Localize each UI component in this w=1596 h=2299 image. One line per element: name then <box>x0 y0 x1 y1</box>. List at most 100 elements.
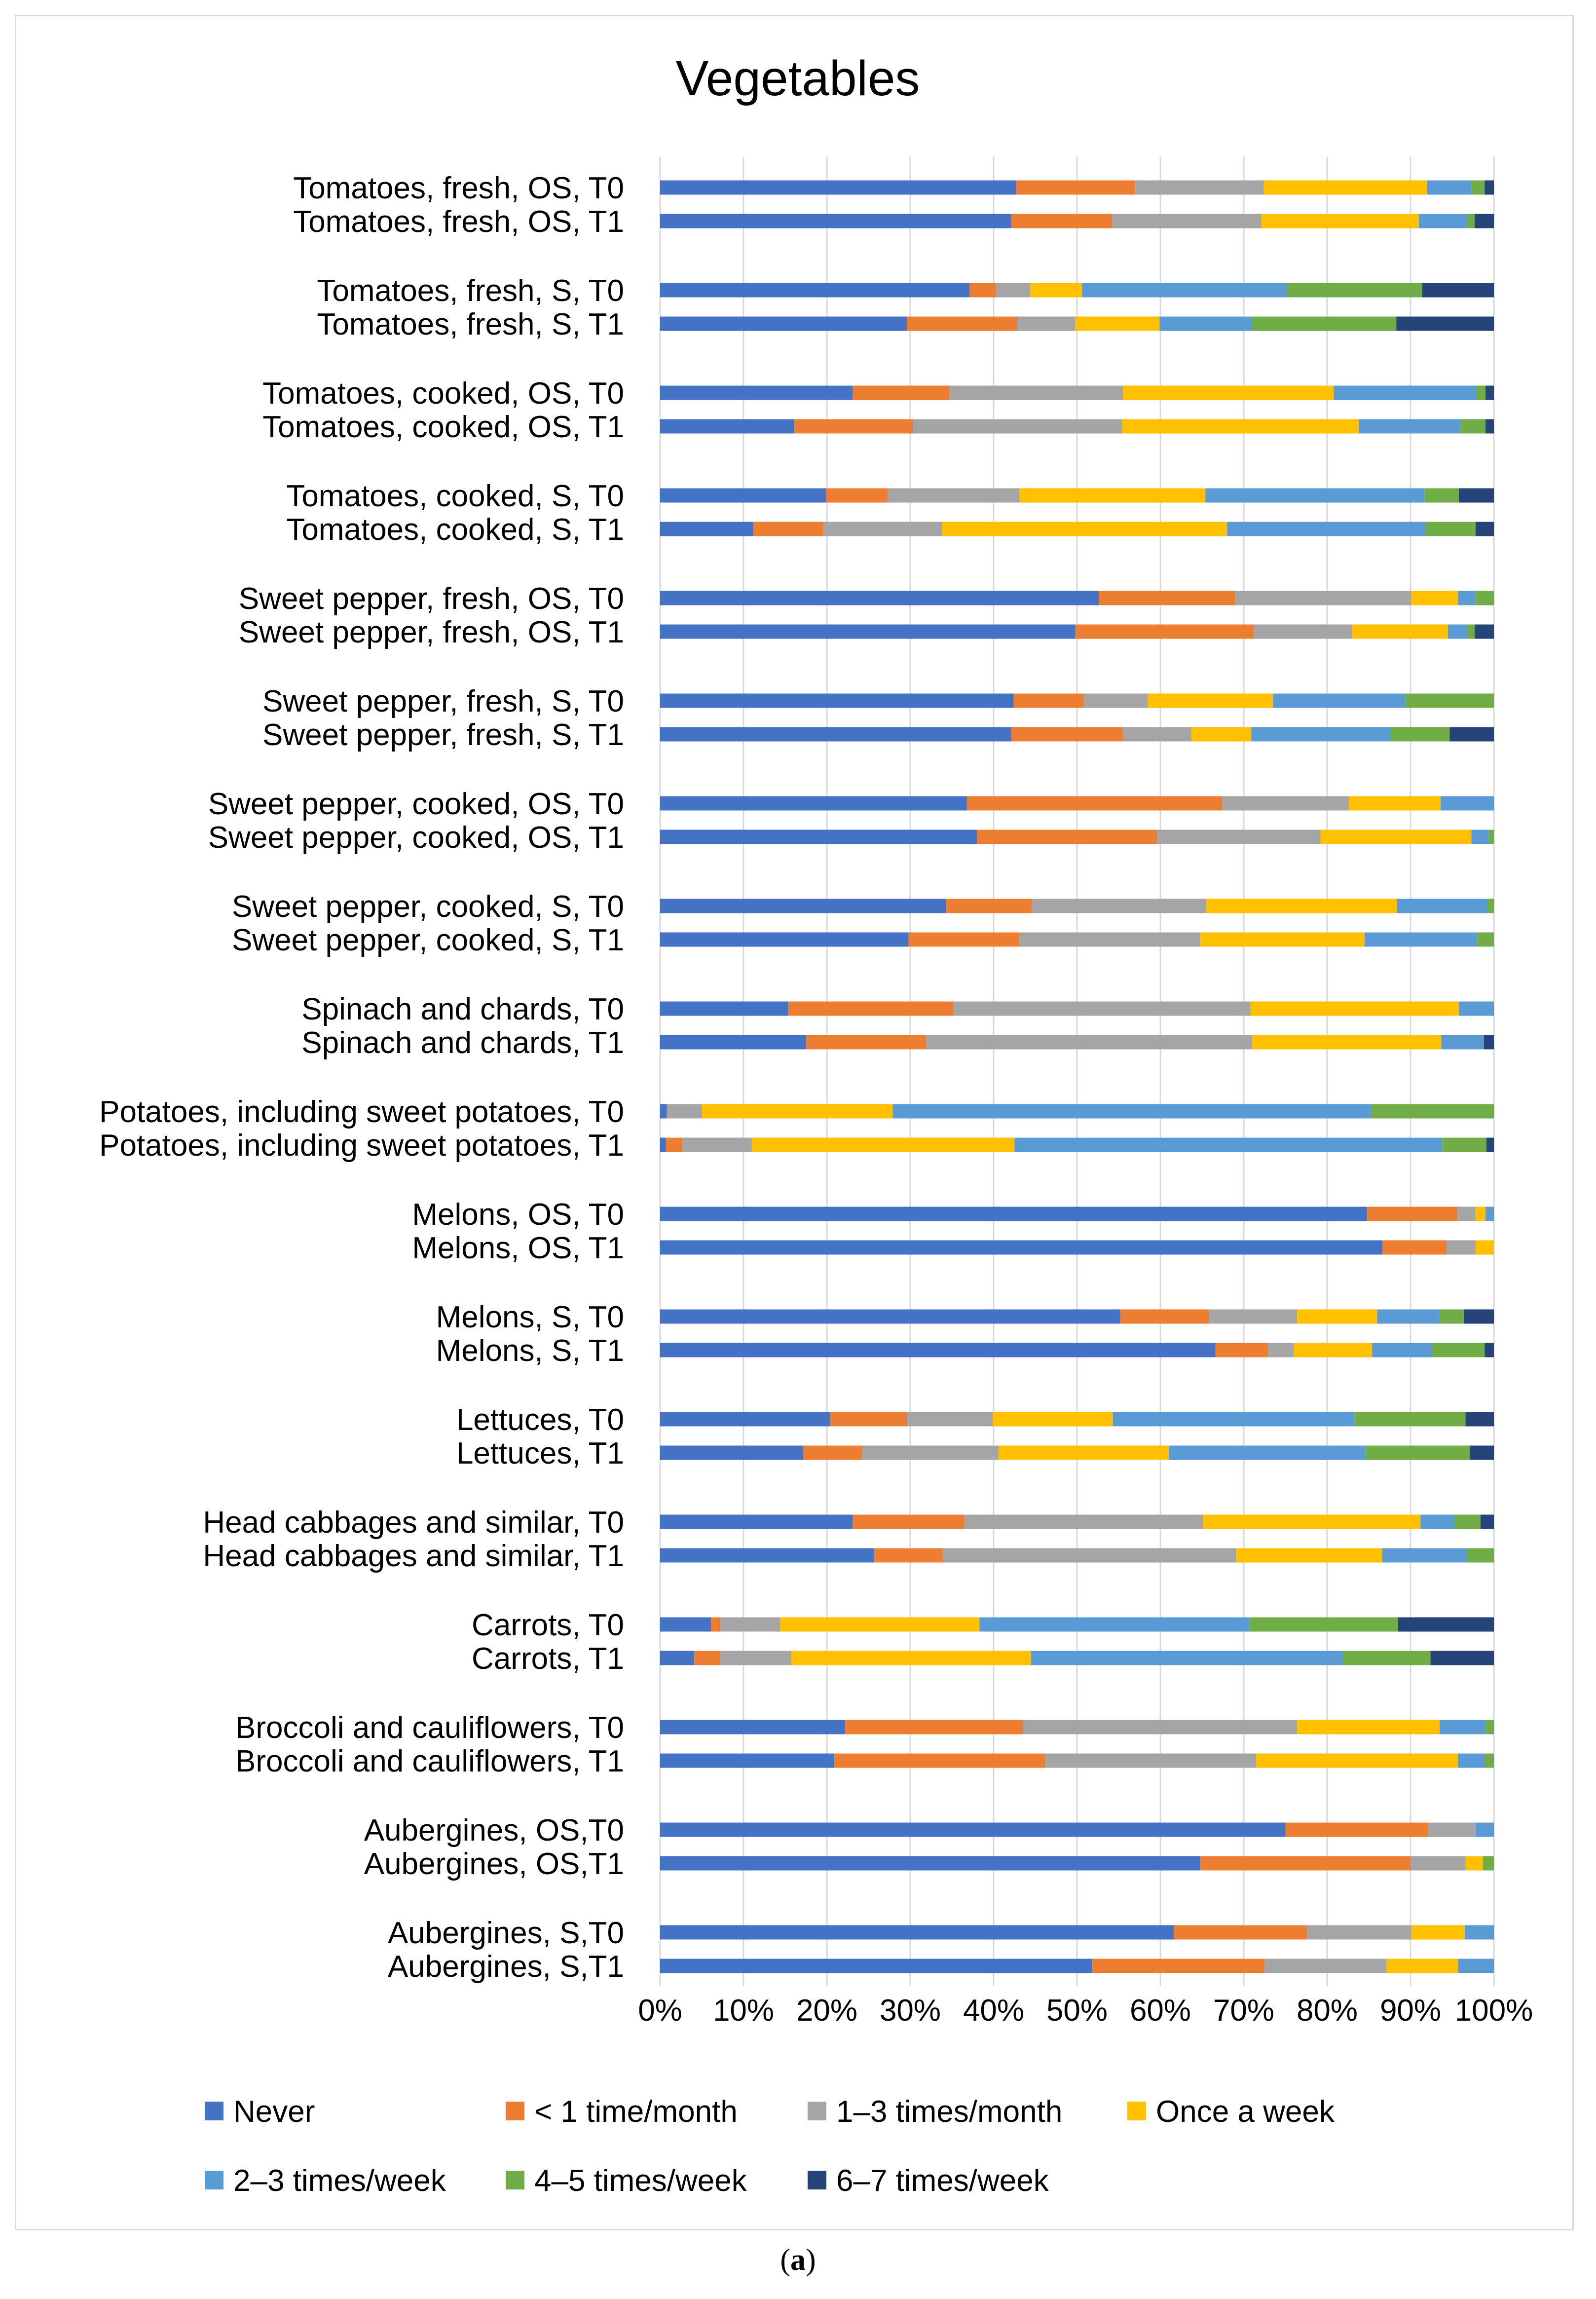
bar-22-6-7-times-week <box>1464 1309 1494 1324</box>
bar-15-never <box>660 932 909 947</box>
bar-30-1-3-times-month <box>1023 1720 1298 1734</box>
bar-23-1-3-times-month <box>1268 1343 1294 1357</box>
bar-25-6-7-times-week <box>1469 1445 1494 1460</box>
bar-8-1-3-times-month <box>1235 591 1411 605</box>
bar-4-1-3-times-month <box>949 385 1123 400</box>
bar-5-never <box>660 419 795 434</box>
bar-16-never <box>660 1001 789 1016</box>
category-label-30: Broccoli and cauliflowers, T0 <box>235 1711 624 1745</box>
bar-4-1-time-month <box>853 385 950 400</box>
bar-26-1-3-times-month <box>964 1514 1203 1529</box>
category-label-15: Sweet pepper, cooked, S, T1 <box>232 923 624 957</box>
bar-31-1-3-times-month <box>1045 1753 1257 1768</box>
bar-1-1-time-month <box>1011 214 1112 228</box>
bar-9-1-3-times-month <box>1254 624 1352 639</box>
bar-27-never <box>660 1548 875 1563</box>
bar-3-2-3-times-week <box>1159 316 1252 331</box>
bar-6-once-a-week <box>1019 488 1206 503</box>
bar-9-1-time-month <box>1075 624 1254 639</box>
bar-28-once-a-week <box>780 1617 980 1632</box>
x-tick-label-10: 100% <box>1455 1994 1533 2028</box>
bar-2-never <box>660 283 969 298</box>
bar-8-4-5-times-week <box>1475 591 1494 605</box>
legend-swatch-once-a-week <box>1127 2102 1146 2120</box>
bar-2-once-a-week <box>1030 283 1082 298</box>
bar-33-1-3-times-month <box>1410 1856 1466 1871</box>
bar-15-once-a-week <box>1200 932 1365 947</box>
legend: Never < 1 time/month 1–3 times/month Once a… <box>205 2095 1335 2198</box>
bar-26-2-3-times-week <box>1420 1514 1455 1529</box>
category-label-19: Potatoes, including sweet potatoes, T1 <box>99 1129 624 1163</box>
bar-22-1-3-times-month <box>1209 1309 1298 1324</box>
bar-22-once-a-week <box>1297 1309 1377 1324</box>
category-label-8: Sweet pepper, fresh, OS, T0 <box>239 582 624 616</box>
bar-18-never <box>660 1104 667 1119</box>
category-label-6: Tomatoes, cooked, S, T0 <box>286 479 624 513</box>
legend-swatch-4-5-times-week <box>506 2171 524 2189</box>
bar-1-never <box>660 214 1011 228</box>
bar-35-1-3-times-month <box>1264 1959 1387 1973</box>
bar-24-2-3-times-week <box>1113 1412 1355 1427</box>
figure-caption: (a) <box>780 2243 816 2277</box>
bar-14-4-5-times-week <box>1487 899 1494 913</box>
bar-1-2-3-times-week <box>1418 214 1467 228</box>
bar-11-1-3-times-month <box>1122 727 1191 742</box>
category-label-16: Spinach and chards, T0 <box>301 992 624 1026</box>
bar-7-never <box>660 522 754 536</box>
bar-27-4-5-times-week <box>1467 1548 1494 1563</box>
bar-28-2-3-times-week <box>979 1617 1250 1632</box>
bar-32-never <box>660 1822 1286 1837</box>
category-label-28: Carrots, T0 <box>472 1608 624 1642</box>
bar-17-once-a-week <box>1252 1035 1442 1050</box>
bar-28-1-time-month <box>711 1617 720 1632</box>
bar-13-1-3-times-month <box>1157 829 1321 844</box>
legend-label-1-3-times-month: 1–3 times/month <box>836 2095 1062 2129</box>
bar-23-6-7-times-week <box>1485 1343 1494 1357</box>
bar-31-2-3-times-week <box>1458 1753 1485 1768</box>
x-tick-label-5: 50% <box>1046 1994 1108 2028</box>
bar-13-1-time-month <box>977 829 1157 844</box>
bar-5-4-5-times-week <box>1460 419 1486 434</box>
bar-27-1-3-times-month <box>942 1548 1236 1563</box>
bar-34-1-3-times-month <box>1307 1925 1411 1940</box>
bar-10-never <box>660 693 1014 708</box>
bar-11-4-5-times-week <box>1390 727 1450 742</box>
bar-7-1-time-month <box>753 522 824 536</box>
x-tick-label-9: 90% <box>1380 1994 1441 2028</box>
legend-label-6-7-times-week: 6–7 times/week <box>836 2164 1049 2198</box>
bar-12-1-time-month <box>966 796 1223 811</box>
bar-6-2-3-times-week <box>1205 488 1425 503</box>
category-label-33: Aubergines, OS,T1 <box>364 1847 624 1881</box>
bar-10-4-5-times-week <box>1405 693 1494 708</box>
bar-11-2-3-times-week <box>1251 727 1391 742</box>
bar-6-1-time-month <box>826 488 888 503</box>
bar-19-1-3-times-month <box>682 1137 752 1152</box>
bar-29-2-3-times-week <box>1031 1651 1343 1665</box>
bar-30-4-5-times-week <box>1485 1720 1494 1734</box>
bar-17-never <box>660 1035 806 1050</box>
bar-23-4-5-times-week <box>1432 1343 1485 1357</box>
bar-7-2-3-times-week <box>1227 522 1426 536</box>
bar-7-4-5-times-week <box>1425 522 1476 536</box>
bar-24-6-7-times-week <box>1465 1412 1494 1427</box>
bar-20-2-3-times-week <box>1485 1206 1494 1221</box>
bar-10-1-time-month <box>1013 693 1084 708</box>
bar-3-4-5-times-week <box>1252 316 1397 331</box>
bar-24-never <box>660 1412 830 1427</box>
bar-2-1-time-month <box>969 283 997 298</box>
bar-0-1-3-times-month <box>1135 180 1264 195</box>
bar-15-2-3-times-week <box>1365 932 1478 947</box>
bar-4-4-5-times-week <box>1476 385 1486 400</box>
bar-9-never <box>660 624 1076 639</box>
bar-6-4-5-times-week <box>1424 488 1459 503</box>
bar-16-1-3-times-month <box>953 1001 1251 1016</box>
bar-18-1-3-times-month <box>667 1104 702 1119</box>
category-label-22: Melons, S, T0 <box>436 1300 624 1334</box>
bar-27-1-time-month <box>874 1548 943 1563</box>
bar-12-never <box>660 796 967 811</box>
x-tick-label-4: 40% <box>963 1994 1024 2028</box>
bar-18-2-3-times-week <box>892 1104 1372 1119</box>
bar-19-once-a-week <box>751 1137 1015 1152</box>
category-label-10: Sweet pepper, fresh, S, T0 <box>262 684 624 718</box>
bar-26-4-5-times-week <box>1454 1514 1481 1529</box>
